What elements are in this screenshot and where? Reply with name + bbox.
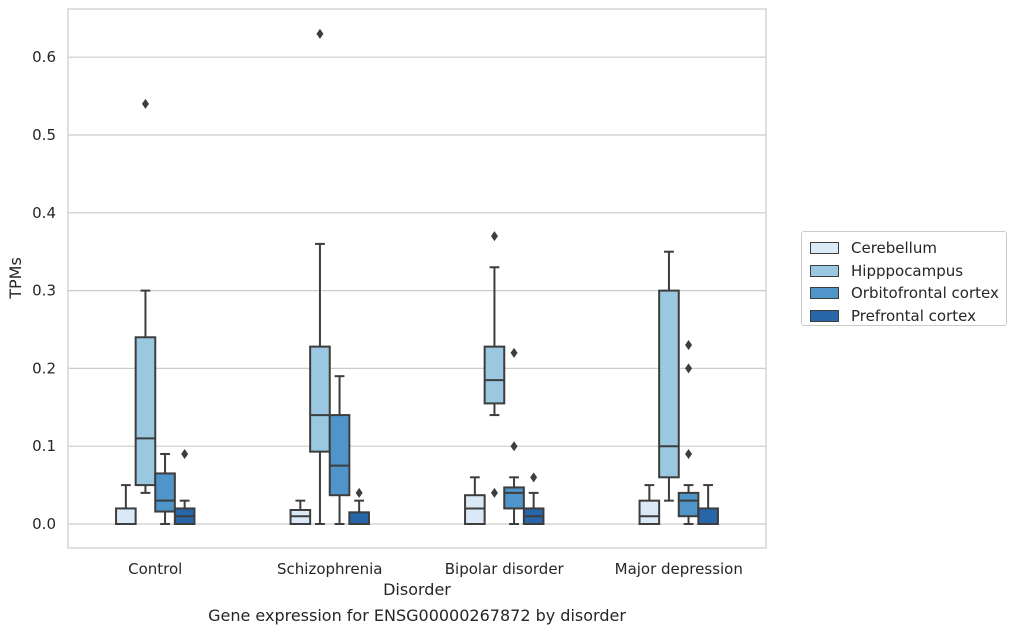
box-iqr [697,507,719,526]
box-iqr [503,486,525,510]
legend-label: Prefrontal cortex [851,306,976,325]
legend-swatch [810,242,839,255]
box-prefrontal-cortex-0 [173,448,196,526]
legend-label: Orbitofrontal cortex [851,284,999,303]
outlier-point [510,441,518,452]
box-iqr [309,345,331,453]
x-tick-label: Bipolar disorder [445,560,565,578]
outlier-point [490,231,498,242]
box-cerebellum-3 [638,484,661,526]
chart-title: Gene expression for ENSG00000267872 by d… [208,606,626,625]
x-tick-label: Control [128,560,182,578]
legend: Cerebellum Hipppocampus Orbitofrontal cort… [801,231,1007,326]
y-axis-label: TPMs [6,257,25,300]
y-tick-label: 0.2 [32,359,56,377]
boxes-layer [115,28,719,526]
box-prefrontal-cortex-2 [522,472,545,526]
outlier-point [316,28,324,39]
box-iqr [115,507,137,526]
y-tick-label: 0.3 [32,282,56,300]
legend-swatch [810,287,839,300]
legend-item: Hipppocampus [810,260,1006,283]
x-tick-labels: Control Schizophrenia Bipolar disorder Majo… [128,560,743,578]
outlier-point [685,448,693,459]
box-orbitofrontal-cortex-2 [503,347,525,525]
y-tick-label: 0.6 [32,48,56,66]
legend-item: Prefrontal cortex [810,305,1006,328]
box-iqr [658,289,680,479]
box-iqr [348,511,370,526]
legend-item: Cerebellum [810,237,1006,260]
box-iqr [464,494,486,525]
outlier-point [530,472,538,483]
box-orbitofrontal-cortex-1 [328,375,351,525]
box-cerebellum-0 [115,484,137,526]
box-orbitofrontal-cortex-3 [677,340,700,525]
legend-label: Hipppocampus [851,261,964,280]
x-axis-label: Disorder [383,580,451,599]
outlier-point [510,347,518,358]
y-tick-label: 0.1 [32,437,56,455]
box-hipppocampus-0 [134,98,157,494]
box-iqr [328,414,351,497]
box-iqr [638,499,661,526]
y-tick-label: 0.0 [32,515,56,533]
outlier-point [685,363,693,374]
box-cerebellum-2 [464,476,486,525]
outlier-point [181,448,189,459]
box-iqr [134,336,157,487]
box-iqr [483,345,506,405]
legend-label: Cerebellum [851,239,937,258]
legend-swatch [810,264,839,277]
legend-item: Orbitofrontal cortex [810,282,1006,305]
outlier-point [141,98,149,109]
box-orbitofrontal-cortex-0 [154,452,176,525]
box-iqr [677,491,700,518]
outlier-point [355,487,363,498]
y-tick-labels: 0.0 0.1 0.2 0.3 0.4 0.5 0.6 [32,48,56,533]
box-prefrontal-cortex-1 [348,487,370,526]
x-tick-label: Major depression [615,560,743,578]
box-hipppocampus-1 [309,28,331,525]
y-tick-label: 0.5 [32,126,56,144]
box-hipppocampus-2 [483,231,506,498]
box-hipppocampus-3 [658,250,680,502]
legend-swatch [810,309,839,322]
box-iqr [154,472,176,513]
outlier-point [685,340,693,351]
box-cerebellum-1 [289,499,312,526]
y-tick-label: 0.4 [32,204,56,222]
box-prefrontal-cortex-3 [697,484,719,526]
x-tick-label: Schizophrenia [277,560,382,578]
outlier-point [490,487,498,498]
